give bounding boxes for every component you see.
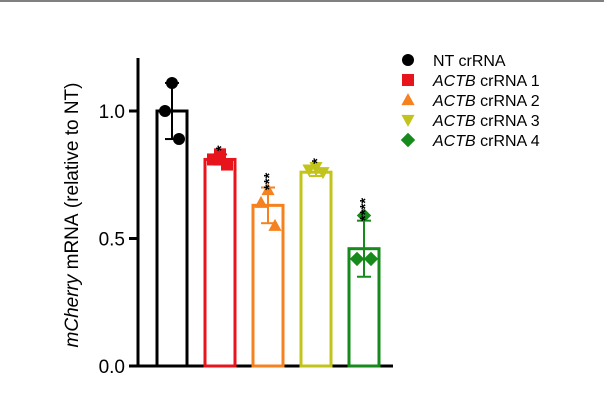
data-point [254, 195, 268, 208]
data-point [221, 158, 233, 171]
legend-item: ACTB crRNA 4 [400, 132, 540, 150]
y-tick-label: 0.0 [99, 357, 125, 378]
legend-item: ACTB crRNA 3 [401, 113, 540, 130]
legend-label-suffix: crRNA 1 [476, 73, 540, 90]
data-point [207, 153, 219, 166]
y-axis-title-italic: mCherry [62, 273, 83, 347]
bar-group: * [203, 145, 237, 368]
significance-label: *** [261, 173, 278, 191]
significance-label: * [213, 145, 230, 151]
bar-group: *** [251, 173, 285, 368]
y-axis-title: mCherry mRNA (relative to NT) [62, 83, 83, 348]
data-point [349, 251, 365, 267]
data-point [363, 251, 379, 267]
legend-item: NT crRNA [402, 53, 506, 70]
legend-label-suffix: crRNA 2 [476, 93, 540, 110]
bar-group [155, 76, 189, 368]
legend-item: ACTB crRNA 2 [401, 93, 540, 110]
data-point [316, 167, 330, 180]
significance-label: * [309, 158, 326, 164]
bar [251, 203, 285, 368]
legend-label-suffix: crRNA 3 [476, 113, 540, 130]
bars: ********* [155, 76, 381, 368]
bar [299, 170, 333, 368]
legend-marker [402, 54, 414, 66]
legend-label: ACTB crRNA 1 [432, 73, 540, 90]
bar [203, 157, 237, 368]
legend-label-gene: NT [433, 53, 455, 70]
data-point [159, 105, 171, 117]
bar-group: * [299, 158, 333, 368]
data-point [261, 183, 275, 196]
legend-marker [402, 74, 414, 86]
y-tick-label: 0.5 [99, 230, 125, 251]
legend-label: ACTB crRNA 3 [432, 113, 540, 130]
y-axis-title-rest: mRNA (relative to NT) [62, 83, 83, 275]
significance-label: **** [357, 198, 374, 222]
data-point [302, 164, 316, 177]
data-point [268, 218, 282, 231]
legend-label-suffix: crRNA 4 [476, 133, 540, 150]
y-tick-label: 1.0 [99, 102, 125, 123]
bar [155, 109, 189, 368]
data-point [166, 76, 178, 89]
legend-label-gene: ACTB [432, 93, 476, 110]
legend-label-gene: ACTB [432, 73, 476, 90]
legend-label-suffix: crRNA [454, 53, 506, 70]
bar-group: **** [347, 198, 381, 368]
data-point [173, 133, 185, 146]
legend-label: NT crRNA [433, 53, 506, 70]
legend-marker [401, 114, 415, 127]
legend-label: ACTB crRNA 4 [432, 133, 540, 150]
legend-marker [401, 93, 415, 106]
legend-label: ACTB crRNA 2 [432, 93, 540, 110]
legend-item: ACTB crRNA 1 [402, 73, 540, 90]
legend-label-gene: ACTB [432, 133, 476, 150]
data-point [356, 208, 372, 223]
legend-marker [400, 132, 416, 148]
legend-label-gene: ACTB [432, 113, 476, 130]
